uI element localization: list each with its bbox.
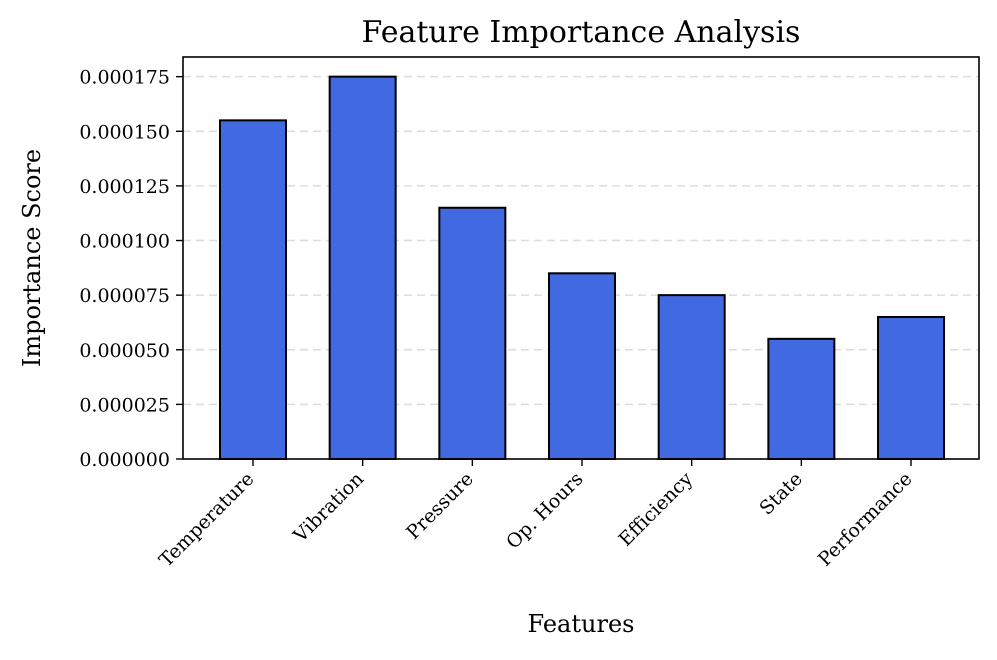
y-tick-label: 0.000050 — [79, 340, 170, 362]
x-tick-label: Vibration — [289, 468, 369, 548]
y-axis-label: Importance Score — [18, 149, 46, 367]
plot-frame — [182, 56, 980, 460]
x-tick-label: Op. Hours — [502, 468, 587, 553]
y-tick-label: 0.000150 — [79, 121, 170, 143]
y-axis-ticks: 0.000000 0.000025 0.000050 0.000075 0.000100… — [79, 67, 183, 471]
x-tick-label: State — [755, 468, 807, 520]
y-tick-label: 0.000175 — [79, 67, 170, 89]
bar — [767, 337, 836, 460]
bar — [219, 119, 287, 460]
bar — [657, 294, 726, 460]
bars — [219, 75, 946, 461]
y-tick-label: 0.000125 — [79, 176, 170, 198]
y-tick-label: 0.000100 — [79, 231, 170, 253]
y-tick-label: 0.000000 — [79, 449, 170, 471]
x-tick-label: Temperature — [155, 468, 259, 572]
x-tick-label: Efficiency — [614, 468, 697, 551]
x-tick-label: Performance — [814, 468, 917, 571]
y-tick-label: 0.000075 — [79, 285, 170, 307]
bar — [548, 272, 617, 461]
bar — [328, 75, 397, 460]
x-axis-label: Features — [528, 610, 635, 638]
bar — [438, 206, 507, 460]
bar — [877, 315, 946, 460]
x-tick-label: Pressure — [402, 468, 478, 544]
chart-title: Feature Importance Analysis — [362, 15, 801, 50]
x-axis-ticks: Temperature Vibration Pressure Op. Hours Eff… — [155, 459, 917, 572]
y-tick-label: 0.000025 — [79, 394, 170, 416]
